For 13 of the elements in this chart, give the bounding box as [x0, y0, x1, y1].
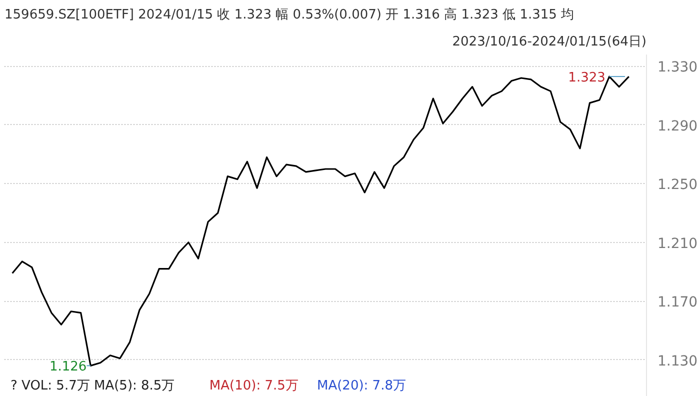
annotation: 1.323: [568, 70, 606, 86]
chart-subtitle: 2023/10/16-2024/01/15(64日): [452, 34, 646, 50]
y-tick-label: 1.130: [658, 353, 698, 370]
y-tick-label: 1.330: [658, 60, 698, 76]
annotation: ? VOL: 5.7万 MA(5): 8.5万: [10, 378, 175, 394]
annotation: MA(20): 7.8万: [317, 378, 406, 394]
annotation: MA(10): 7.5万: [209, 378, 298, 394]
y-tick-label: 1.210: [658, 236, 698, 252]
y-tick-label: 1.250: [658, 177, 698, 194]
y-tick-label: 1.290: [658, 118, 698, 134]
chart-title: 159659.SZ[100ETF] 2024/01/15 收 1.323 幅 0.53%(0.007) 开 1.316 高 1.323 低 1.315 均: [4, 6, 574, 22]
y-tick-label: 1.170: [658, 294, 698, 311]
annotation: 1.126: [49, 360, 87, 375]
